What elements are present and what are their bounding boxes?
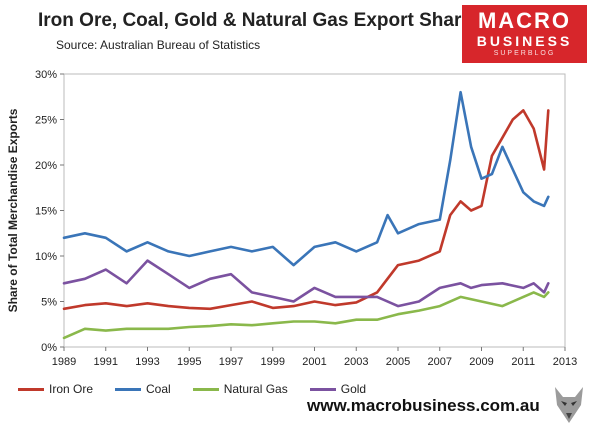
macrobusiness-logo: MACRO BUSINESS SUPERBLOG — [462, 5, 587, 63]
logo-line-2: BUSINESS — [476, 33, 573, 49]
y-tick-label: 10% — [35, 251, 57, 263]
legend-swatch — [192, 387, 219, 391]
x-tick-label: 2013 — [553, 356, 577, 368]
x-tick-label: 1989 — [52, 356, 76, 368]
x-tick-label: 2007 — [428, 356, 452, 368]
x-tick-label: 1991 — [94, 356, 118, 368]
y-tick-label: 0% — [41, 342, 57, 354]
x-tick-label: 1993 — [135, 356, 159, 368]
x-tick-label: 2009 — [469, 356, 493, 368]
legend-label: Coal — [146, 382, 171, 396]
x-tick-label: 2003 — [344, 356, 368, 368]
plot-area — [63, 73, 566, 348]
wolf-logo-icon — [555, 387, 583, 423]
website-url[interactable]: www.macrobusiness.com.au — [307, 396, 540, 415]
legend-label: Natural Gas — [223, 382, 288, 396]
legend-swatch — [115, 387, 142, 391]
chart-legend: Iron Ore Coal Natural Gas Gold — [18, 382, 366, 396]
y-tick-label: 20% — [35, 160, 57, 172]
y-tick-label: 5% — [41, 297, 57, 309]
legend-swatch — [18, 387, 44, 391]
x-tick-label: 2001 — [302, 356, 326, 368]
legend-item: Coal — [115, 382, 171, 396]
logo-line-1: MACRO — [477, 8, 572, 33]
x-tick-label: 2011 — [511, 356, 535, 368]
series-line-coal — [62, 90, 550, 267]
y-tick-label: 25% — [35, 115, 57, 127]
chart-title: Iron Ore, Coal, Gold & Natural Gas Expor… — [38, 10, 472, 31]
x-tick-label: 1995 — [177, 356, 201, 368]
legend-label: Gold — [340, 382, 367, 396]
legend-item: Natural Gas — [192, 382, 288, 396]
source-note: Source: Australian Bureau of Statistics — [56, 38, 261, 52]
series-line-natural-gas — [62, 291, 550, 340]
x-tick-label: 1999 — [261, 356, 285, 368]
legend-item: Iron Ore — [18, 382, 93, 396]
logo-line-3: SUPERBLOG — [493, 50, 556, 57]
y-tick-label: 30% — [35, 69, 57, 81]
legend-label: Iron Ore — [49, 382, 94, 396]
y-tick-label: 15% — [35, 206, 57, 218]
legend-item: Gold — [309, 382, 367, 396]
legend-swatch — [309, 387, 336, 391]
x-tick-label: 1997 — [219, 356, 243, 368]
y-axis-label: Share of Total Merchandise Exports — [6, 108, 20, 312]
series-line-iron-ore — [62, 109, 550, 311]
series-line-gold — [62, 259, 550, 308]
x-tick-label: 2005 — [386, 356, 410, 368]
